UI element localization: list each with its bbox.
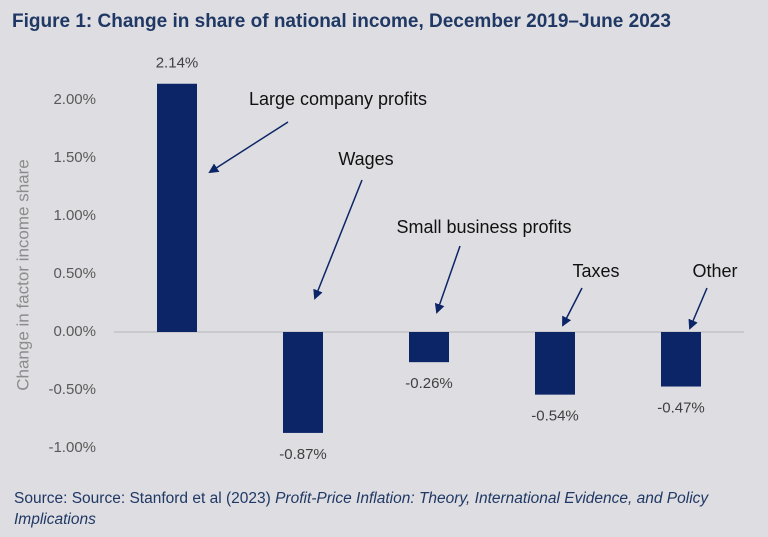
- y-tick-label: 1.50%: [53, 149, 96, 166]
- chart: Figure 1: Change in share of national in…: [12, 11, 744, 463]
- y-tick-label: 0.00%: [53, 323, 96, 340]
- category-label: Large company profits: [249, 89, 427, 109]
- value-label: 2.14%: [156, 55, 199, 72]
- bar: [157, 83, 197, 332]
- bar: [283, 332, 323, 433]
- y-tick-label: -0.50%: [48, 381, 96, 398]
- annotation-arrow: [313, 179, 363, 300]
- annotation-arrow: [562, 287, 583, 327]
- y-tick-label: 0.50%: [53, 265, 96, 282]
- value-label: -0.54%: [531, 408, 579, 425]
- chart-title: Figure 1: Change in share of national in…: [12, 11, 671, 32]
- annotation-arrow: [688, 287, 708, 330]
- value-label: -0.87%: [279, 446, 327, 463]
- y-axis-label: Change in factor income share: [13, 159, 32, 391]
- source-note: Source: Source: Stanford et al (2023) Pr…: [14, 488, 754, 530]
- y-tick-label: 2.00%: [53, 91, 96, 108]
- annotation-arrow: [208, 121, 289, 174]
- category-label: Small business profits: [396, 217, 571, 237]
- bar: [661, 332, 701, 387]
- bar: [409, 332, 449, 363]
- source-text: Source: Source: Stanford et al (2023): [14, 490, 276, 507]
- annotation-arrow: [434, 245, 461, 314]
- category-label: Taxes: [572, 261, 619, 281]
- category-label: Other: [692, 261, 737, 281]
- y-tick-label: -1.00%: [48, 439, 96, 456]
- value-label: -0.26%: [405, 375, 453, 392]
- bar: [535, 332, 575, 395]
- value-label: -0.47%: [657, 399, 705, 416]
- source-title: Profit-Price Inflation: Theory, Internat…: [14, 490, 709, 528]
- category-label: Wages: [338, 149, 393, 169]
- y-tick-label: 1.00%: [53, 207, 96, 224]
